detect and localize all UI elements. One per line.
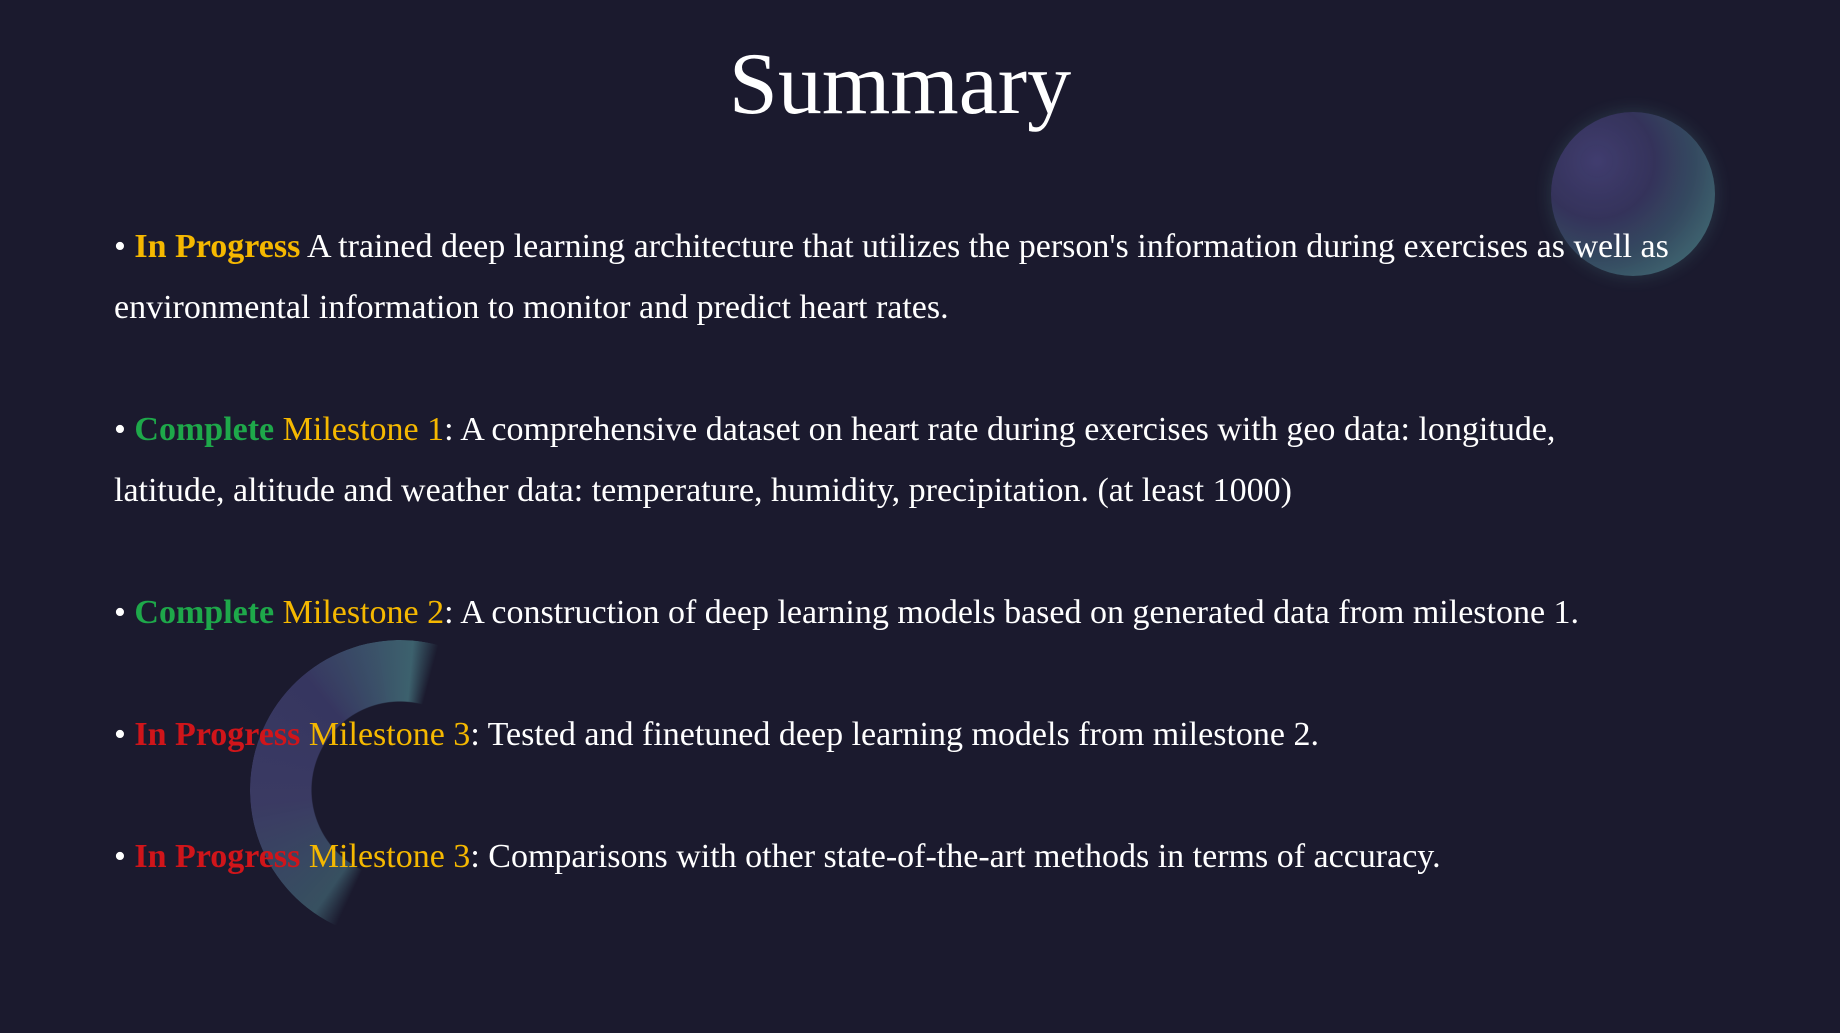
list-item: • In Progress Milestone 3: Tested and fi… <box>114 704 1674 765</box>
item-text: A construction of deep learning models b… <box>460 594 1580 631</box>
separator: : <box>470 716 480 753</box>
list-item: • In Progress A trained deep learning ar… <box>114 216 1674 338</box>
milestone-label: Milestone 2 <box>282 594 445 631</box>
summary-list: • In Progress A trained deep learning ar… <box>114 216 1674 887</box>
milestone-label: Milestone 3 <box>308 838 471 875</box>
status-label: In Progress <box>134 838 301 875</box>
bullet: • <box>114 594 126 631</box>
slide-title: Summary <box>728 36 1072 133</box>
separator: : <box>444 411 454 448</box>
bullet: • <box>114 411 126 448</box>
status-label: In Progress <box>134 716 301 753</box>
milestone-label: Milestone 3 <box>308 716 471 753</box>
status-label: Complete <box>134 411 275 448</box>
item-text: A comprehensive dataset on heart rate du… <box>114 411 1556 509</box>
list-item: • Complete Milestone 1: A comprehensive … <box>114 399 1674 521</box>
item-text: Tested and finetuned deep learning model… <box>487 716 1319 753</box>
separator: : <box>470 838 480 875</box>
status-label: Complete <box>134 594 275 631</box>
status-label: In Progress <box>134 228 301 265</box>
list-item: • Complete Milestone 2: A construction o… <box>114 582 1674 643</box>
milestone-label: Milestone 1 <box>282 411 445 448</box>
bullet: • <box>114 228 126 265</box>
item-text: A trained deep learning architecture tha… <box>114 228 1669 326</box>
bullet: • <box>114 838 126 875</box>
separator: : <box>444 594 454 631</box>
decorative-sphere <box>1551 112 1715 276</box>
list-item: • In Progress Milestone 3: Comparisons w… <box>114 826 1674 887</box>
bullet: • <box>114 716 126 753</box>
item-text: Comparisons with other state-of-the-art … <box>488 838 1441 875</box>
